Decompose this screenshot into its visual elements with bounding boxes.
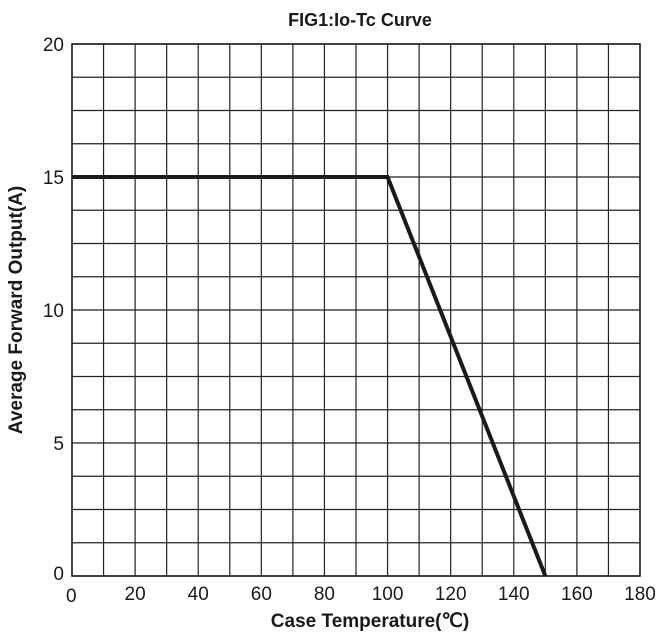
y-axis-label: Average Forward Output(A) [6, 186, 27, 434]
y-tick-label-10: 10 [43, 301, 64, 322]
x-tick-label-80: 80 [314, 584, 335, 605]
x-tick-label-140: 140 [498, 584, 530, 605]
x-tick-label-180: 180 [624, 584, 656, 605]
x-tick-label-40: 40 [188, 584, 209, 605]
plot-frame [71, 43, 641, 577]
x-tick-label-120: 120 [435, 584, 467, 605]
y-tick-label-15: 15 [43, 168, 64, 189]
x-tick-label-0: 0 [66, 586, 77, 607]
grid [71, 43, 641, 577]
x-tick-label-100: 100 [372, 584, 404, 605]
x-tick-label-60: 60 [251, 584, 272, 605]
y-tick-label-0: 0 [53, 564, 64, 585]
y-tick-label-5: 5 [53, 434, 64, 455]
x-tick-label-160: 160 [561, 584, 593, 605]
series-group [72, 175, 548, 577]
x-tick-label-20: 20 [125, 584, 146, 605]
y-axis-ticks: 0 5 10 15 20 [43, 35, 64, 585]
x-axis-ticks: 0 20 40 60 80 100 120 140 160 180 [66, 584, 656, 607]
x-axis-label: Case Temperature(℃) [271, 611, 469, 632]
chart-title: FIG1:Io-Tc Curve [288, 10, 432, 30]
y-tick-label-20: 20 [43, 35, 64, 56]
series-line-0 [72, 175, 548, 577]
